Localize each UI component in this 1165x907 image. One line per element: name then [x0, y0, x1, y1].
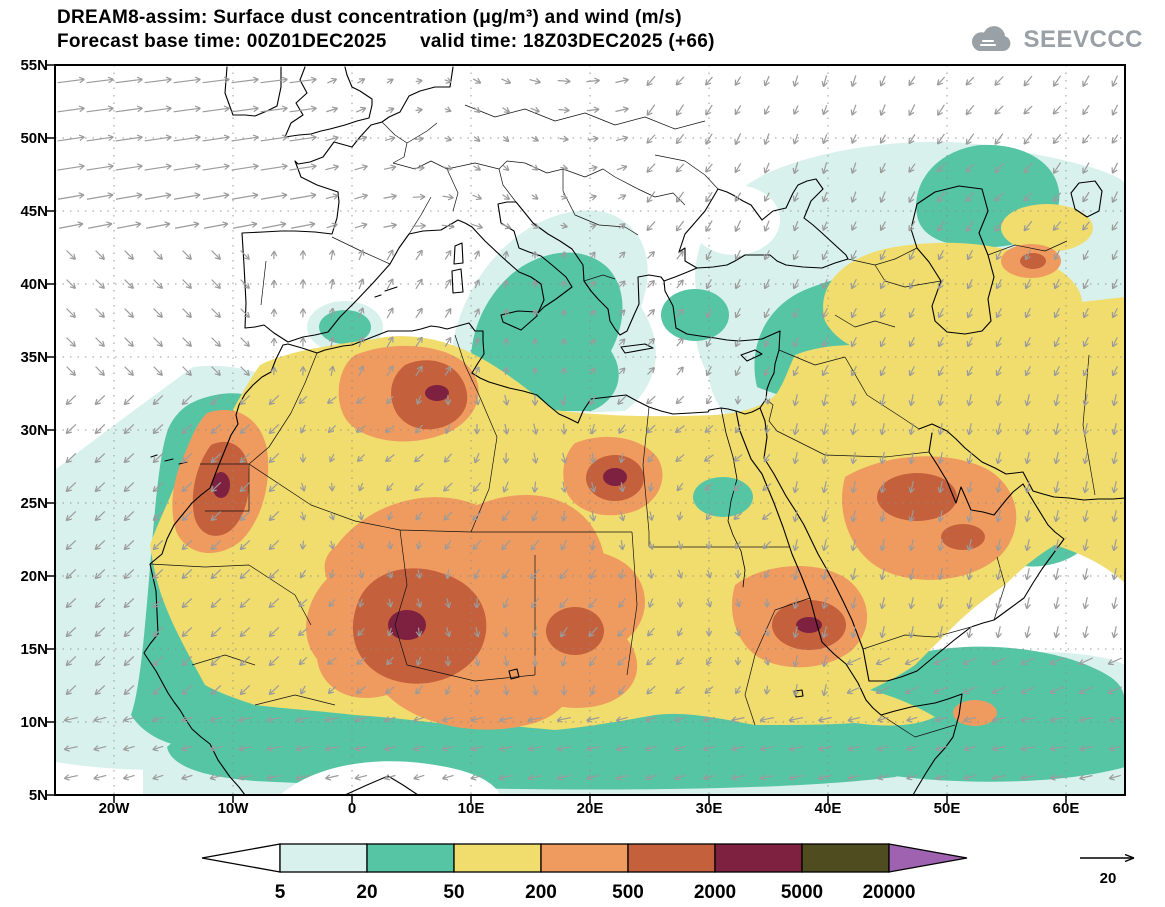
lon-tick-label: 20W — [98, 800, 130, 817]
colorbar-arrow-right — [888, 843, 968, 873]
colorbar-label: 50 — [443, 882, 464, 903]
dust-region-arabia-brick — [877, 473, 957, 521]
country-borders — [149, 104, 1096, 738]
lat-tick-label: 5N — [28, 787, 48, 804]
dust-region-nelibya-maroon — [603, 468, 627, 486]
dust-region-somalia-orange — [953, 700, 997, 726]
colorbar: 5 20 50 200 500 2000 5000 20000 — [200, 842, 980, 907]
lon-tick-label: 50E — [933, 800, 961, 817]
lat-tick-label: 45N — [20, 203, 48, 220]
colorbar-segment — [627, 843, 716, 873]
lat-tick-label: 25N — [20, 495, 48, 512]
sea-hole-guinea-white — [280, 761, 500, 795]
colorbar-segment — [801, 843, 890, 873]
colorbar-segment — [453, 843, 542, 873]
cloud-icon — [972, 26, 1011, 51]
forecast-times: Forecast base time: 00Z01DEC2025 valid t… — [57, 31, 715, 52]
colorbar-segment — [540, 843, 629, 873]
lat-tick-label: 20N — [20, 568, 48, 585]
logo-text: SEEVCCC — [1023, 26, 1143, 53]
dust-hole-egypt-teal — [693, 477, 753, 517]
lat-tick-label: 35N — [20, 349, 48, 366]
lon-tick-label: 40E — [814, 800, 842, 817]
seevccc-logo: SEEVCCC — [967, 24, 1143, 56]
colorbar-label: 20 — [356, 882, 377, 903]
map-plot — [47, 64, 1126, 803]
coastlines — [143, 66, 1126, 796]
title-block: DREAM8-assim: Surface dust concentration… — [57, 6, 715, 54]
graticule — [55, 65, 1125, 795]
dust-region-ne-yellow — [1001, 204, 1093, 252]
wind-scale-label: 20 — [1100, 870, 1117, 887]
lat-tick-label: 40N — [20, 276, 48, 293]
colorbar-label: 200 — [525, 882, 557, 903]
wind-arrows — [57, 75, 1123, 781]
dust-region-sudan-maroon — [796, 617, 822, 633]
dust-region-aegean-teal — [661, 289, 729, 341]
lat-tick-label: 55N — [20, 57, 48, 74]
colorbar-label: 5000 — [781, 882, 823, 903]
lat-tick-label: 15N — [20, 641, 48, 658]
colorbar-segment — [279, 843, 368, 873]
lon-tick-label: 30E — [695, 800, 723, 817]
axis-ticks — [47, 64, 1067, 803]
dust-region-caspian-yellow — [977, 307, 1089, 367]
colorbar-label: 5 — [275, 882, 286, 903]
dust-region-caucasus-brick — [1020, 253, 1046, 269]
dust-region-spain-teal — [319, 310, 371, 344]
wind-scale-arrow: 20 — [1072, 845, 1157, 898]
dust-region-arabia2-brick — [941, 524, 985, 550]
colorbar-label: 20000 — [863, 882, 916, 903]
sea-hole-blacksea-white — [690, 185, 780, 255]
lon-tick-label: 10W — [217, 800, 249, 817]
lat-tick-label: 10N — [20, 714, 48, 731]
lon-tick-label: 60E — [1052, 800, 1080, 817]
colorbar-arrow-left — [201, 843, 281, 873]
colorbar-segment — [714, 843, 803, 873]
dust-region-nalgeria-maroon — [425, 385, 449, 401]
chart-title: DREAM8-assim: Surface dust concentration… — [57, 7, 682, 28]
lat-tick-label: 50N — [20, 130, 48, 147]
map-frame — [47, 64, 1126, 803]
colorbar-segment — [366, 843, 455, 873]
dust-field — [55, 141, 1125, 795]
dust-region-chad-brick — [546, 607, 604, 655]
colorbar-label: 2000 — [694, 882, 736, 903]
lon-tick-label: 0 — [347, 800, 357, 817]
dust-region-morocco-maroon — [212, 472, 230, 498]
lat-tick-label: 30N — [20, 422, 48, 439]
map-canvas — [47, 64, 1126, 803]
lon-tick-label: 10E — [457, 800, 485, 817]
colorbar-label: 500 — [612, 882, 644, 903]
lon-tick-label: 20E — [576, 800, 604, 817]
